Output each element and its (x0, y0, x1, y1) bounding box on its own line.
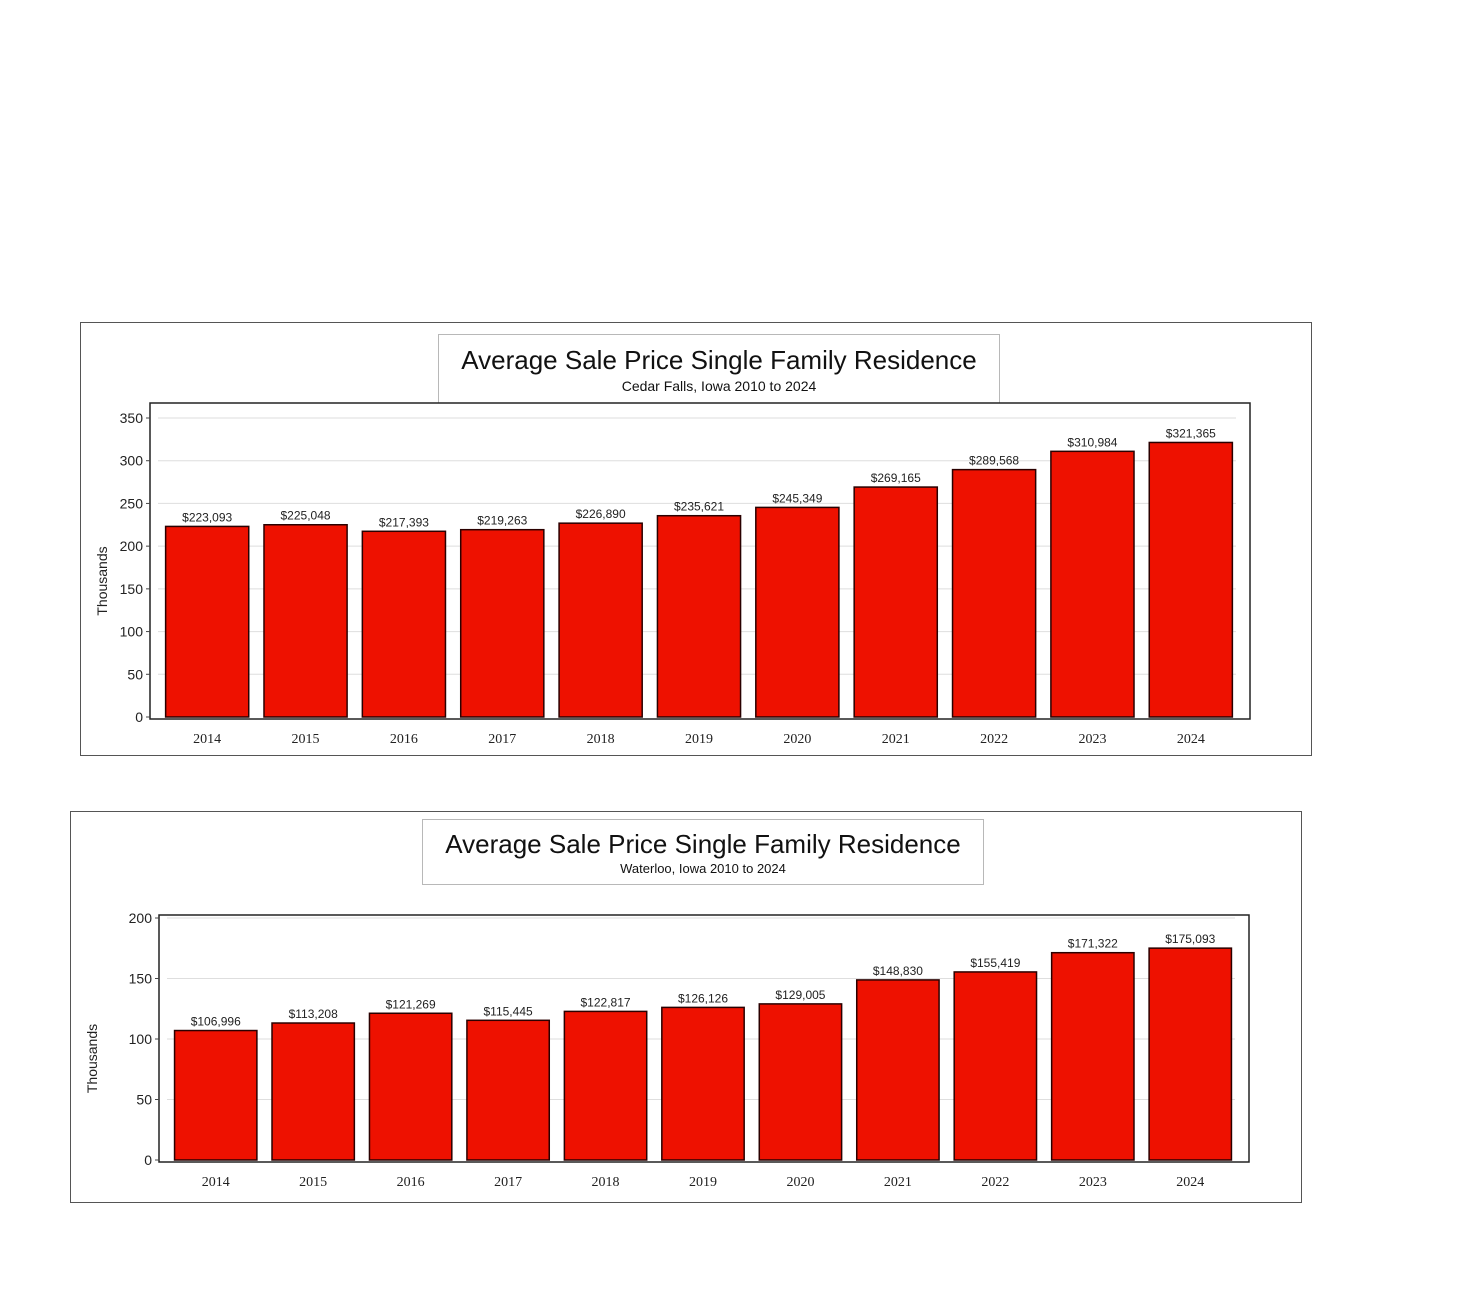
cedar-falls-bar-chart: 0 50 100 150 200 250 300 350 Thousands $223,093 20… (94, 402, 1251, 747)
chart-title-box: Average Sale Price Single Family Residen… (422, 819, 984, 885)
y-tick-label: 100 (129, 1031, 153, 1047)
bar-value-label: $129,005 (775, 988, 825, 1002)
x-tick-label: 2020 (783, 732, 811, 747)
y-tick-label: 300 (120, 453, 144, 469)
y-tick-label: 100 (120, 624, 144, 640)
y-tick-label: 50 (136, 1092, 152, 1108)
bar (271, 1022, 356, 1161)
bar-value-label: $235,621 (674, 500, 724, 514)
x-tick-label: 2020 (786, 1175, 814, 1190)
y-axis-title: Thousands (94, 546, 110, 615)
x-tick-label: 2021 (884, 1175, 912, 1190)
x-tick-label: 2019 (689, 1175, 717, 1190)
bar (758, 1003, 843, 1161)
bar-value-label: $269,165 (871, 471, 921, 485)
y-tick-label: 200 (120, 538, 144, 554)
bar (459, 528, 545, 718)
bar-value-label: $175,093 (1165, 932, 1215, 946)
bar-value-label: $219,263 (477, 514, 527, 528)
bar-value-label: $321,365 (1166, 426, 1216, 440)
bar-value-label: $122,817 (581, 995, 631, 1009)
y-tick-label: 0 (144, 1152, 152, 1168)
bar (1148, 947, 1233, 1161)
x-tick-label: 2017 (494, 1175, 522, 1190)
y-tick-label: 250 (120, 495, 144, 511)
bar-value-label: $225,048 (281, 509, 331, 523)
x-tick-label: 2018 (587, 732, 615, 747)
bar-value-label: $115,445 (484, 1004, 533, 1018)
y-tick-label: 150 (120, 581, 144, 597)
bar-value-label: $217,393 (379, 515, 429, 529)
y-axis-title: Thousands (84, 1024, 100, 1093)
bar-value-label: $289,568 (969, 454, 1019, 468)
bar (661, 1006, 745, 1161)
bar (368, 1012, 453, 1161)
bar (953, 971, 1038, 1161)
bar-value-label: $106,996 (191, 1015, 241, 1029)
bar-value-label: $226,890 (576, 507, 626, 521)
waterloo-bar-chart: 0 50 100 150 200 Thousands $106,996 2014 $113,20… (84, 910, 1250, 1190)
x-tick-label: 2015 (292, 732, 320, 747)
bar (263, 523, 348, 718)
bar (164, 525, 250, 718)
bar (1050, 450, 1135, 718)
y-tick-label: 150 (129, 971, 153, 987)
bar-value-label: $121,269 (386, 997, 436, 1011)
bar (853, 486, 939, 718)
chart-subtitle: Cedar Falls, Iowa 2010 to 2024 (621, 378, 817, 394)
x-tick-label: 2023 (1078, 732, 1106, 747)
cedar-falls-chart-panel: Average Sale Price Single Family Residen… (80, 322, 1312, 756)
x-tick-label: 2024 (1177, 732, 1205, 747)
bar-value-label: $245,349 (772, 491, 822, 505)
bar-value-label: $155,419 (970, 956, 1020, 970)
bar-value-label: $310,984 (1067, 435, 1117, 449)
bar-value-label: $171,322 (1068, 937, 1118, 951)
x-tick-label: 2014 (202, 1175, 230, 1190)
bar (558, 522, 643, 718)
waterloo-chart-panel: Average Sale Price Single Family Residen… (70, 811, 1302, 1203)
x-tick-label: 2022 (980, 732, 1008, 747)
bar (1050, 951, 1135, 1161)
y-tick-label: 200 (129, 910, 153, 926)
y-tick-label: 350 (120, 410, 144, 426)
bar-value-label: $113,208 (289, 1007, 338, 1021)
bar (173, 1029, 258, 1161)
y-tick-label: 0 (135, 709, 143, 725)
chart-title: Average Sale Price Single Family Residen… (461, 345, 977, 375)
x-tick-label: 2023 (1079, 1175, 1107, 1190)
x-tick-label: 2014 (193, 732, 221, 747)
bar (656, 514, 742, 718)
x-tick-label: 2019 (685, 732, 713, 747)
x-tick-label: 2024 (1176, 1175, 1204, 1190)
x-tick-label: 2016 (397, 1175, 425, 1190)
x-tick-label: 2016 (390, 732, 418, 747)
bar (1148, 441, 1234, 718)
bar (951, 468, 1037, 718)
x-tick-label: 2017 (488, 732, 516, 747)
bar (563, 1010, 648, 1161)
y-tick-label: 50 (127, 666, 143, 682)
chart-title-box: Average Sale Price Single Family Residen… (438, 334, 1000, 404)
x-tick-label: 2018 (592, 1175, 620, 1190)
bar-value-label: $126,126 (678, 991, 728, 1005)
x-tick-label: 2022 (981, 1175, 1009, 1190)
chart-subtitle: Waterloo, Iowa 2010 to 2024 (620, 861, 786, 876)
chart-title: Average Sale Price Single Family Residen… (445, 829, 961, 859)
bar-value-label: $148,830 (873, 964, 923, 978)
x-tick-label: 2015 (299, 1175, 327, 1190)
bar (855, 979, 940, 1161)
bar (755, 506, 840, 718)
x-tick-label: 2021 (882, 732, 910, 747)
bar-value-label: $223,093 (182, 510, 232, 524)
bar (466, 1019, 551, 1161)
bar (361, 530, 447, 718)
